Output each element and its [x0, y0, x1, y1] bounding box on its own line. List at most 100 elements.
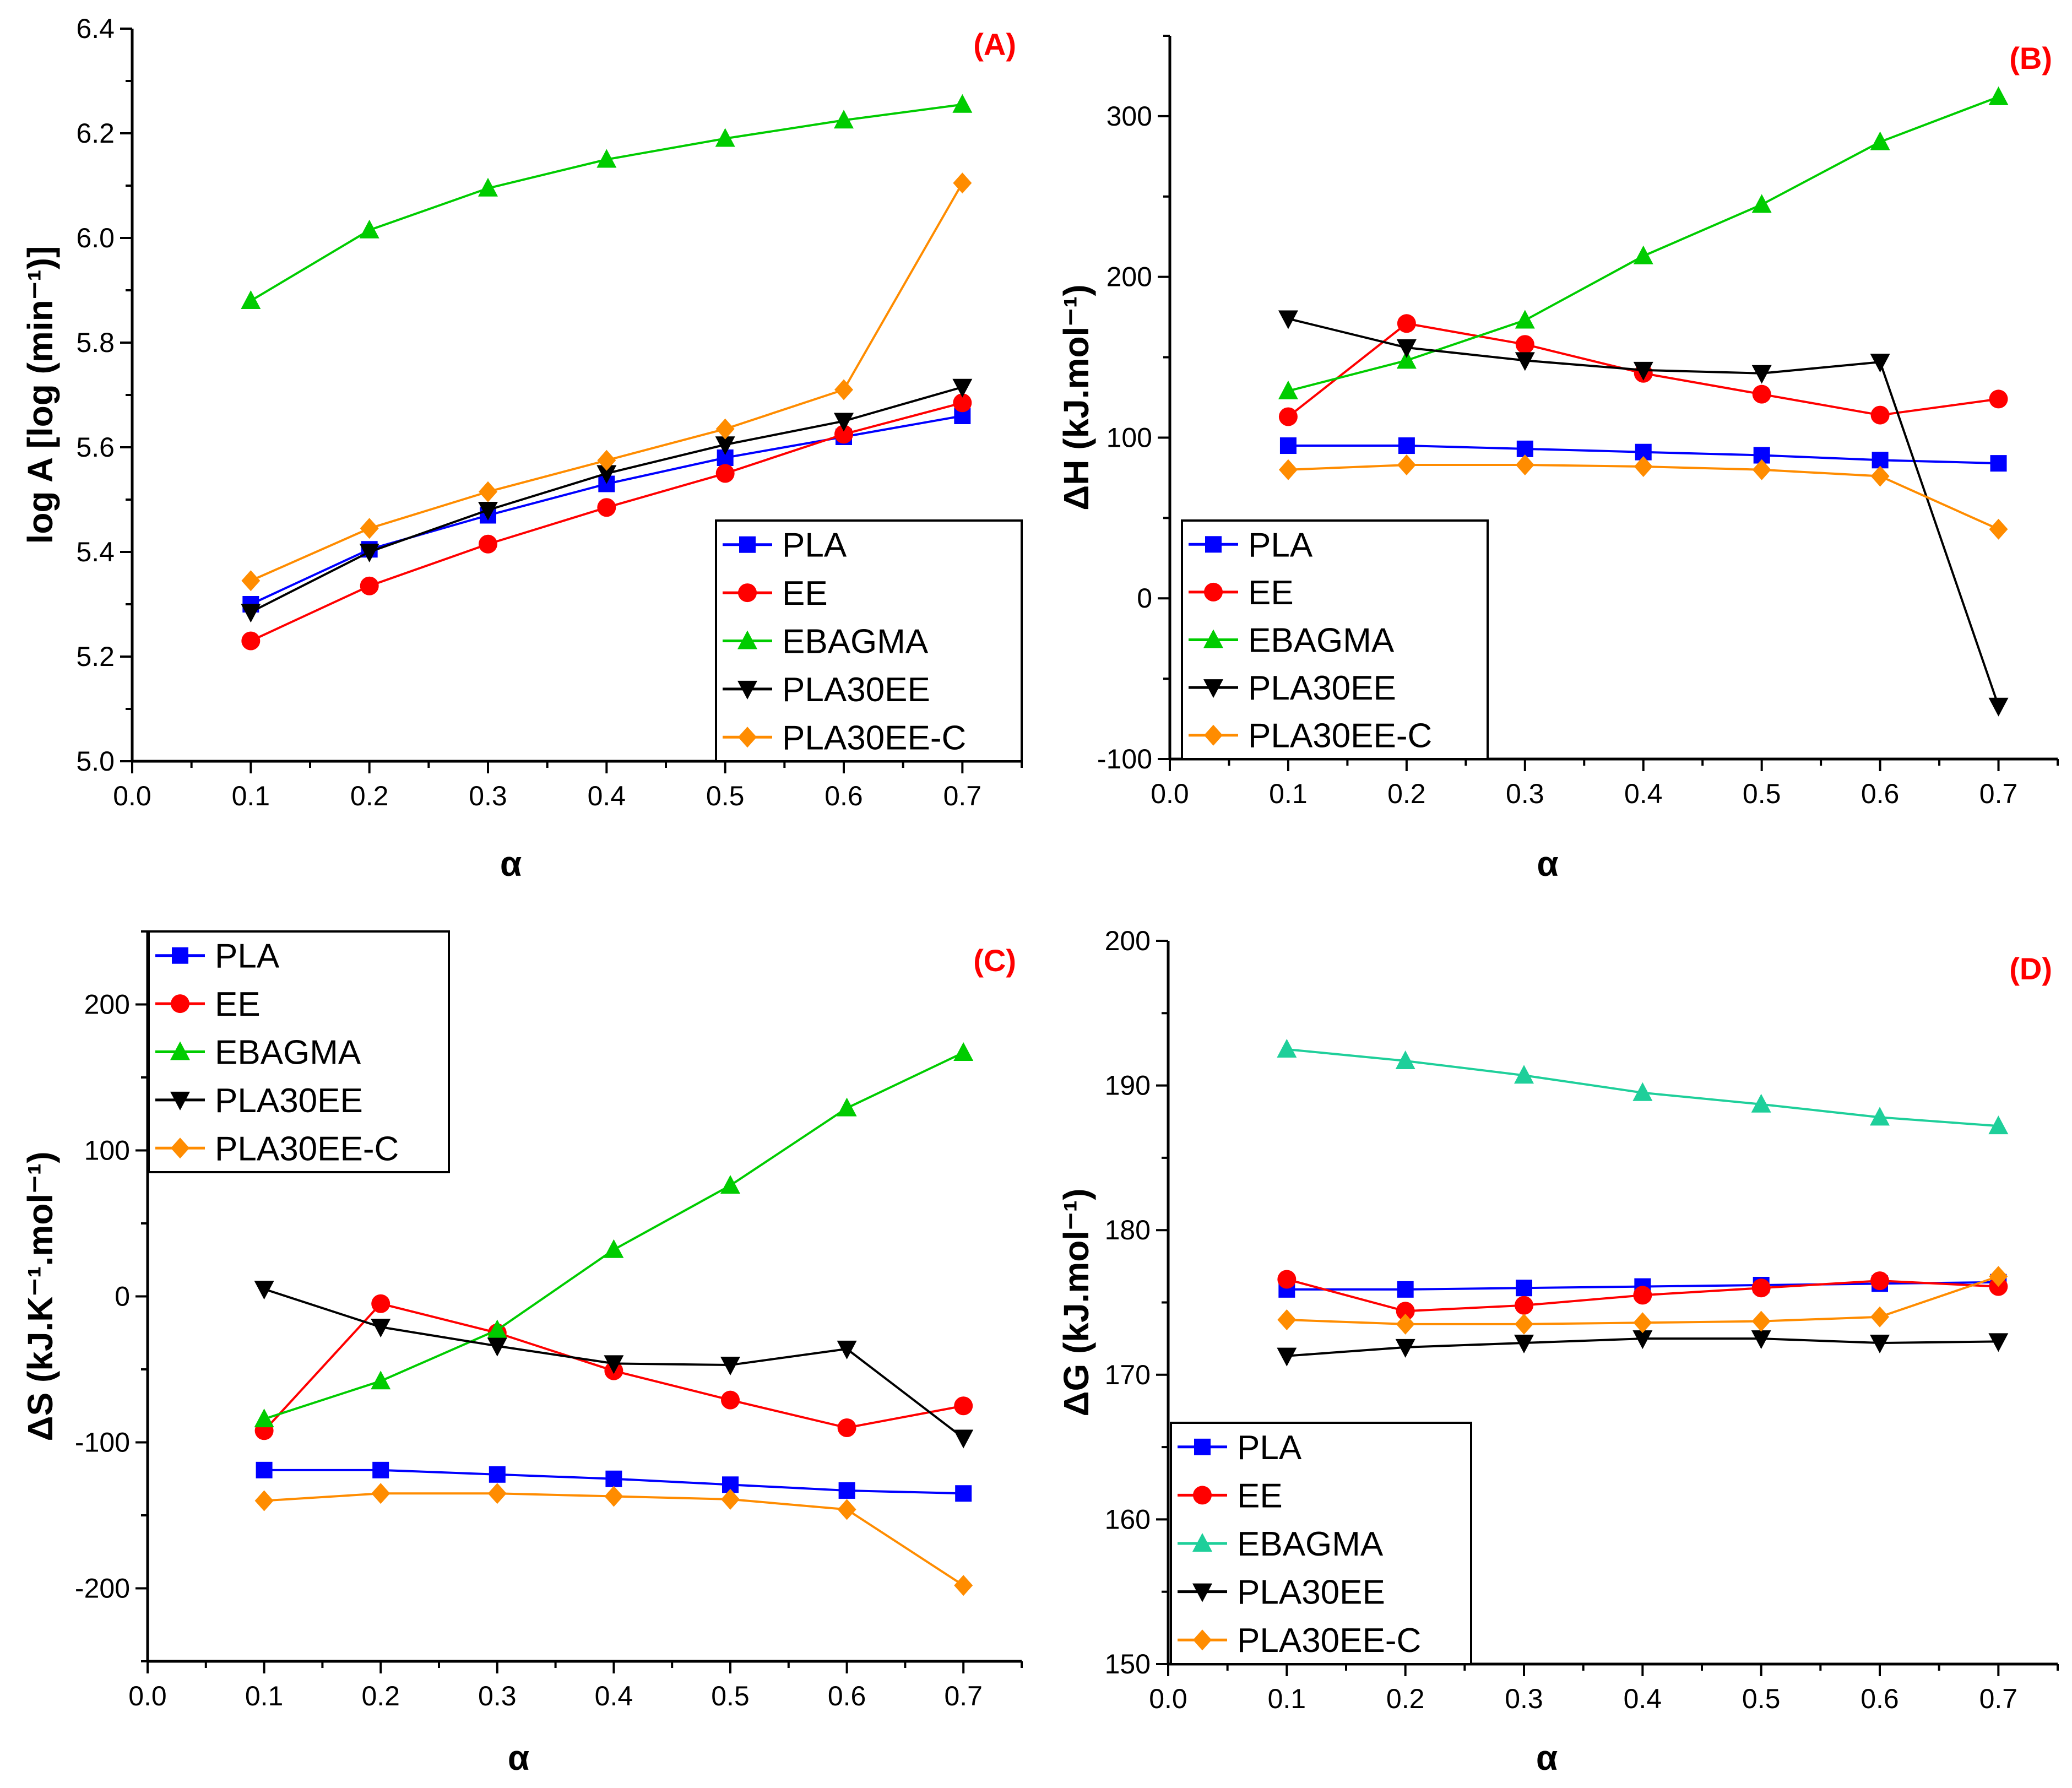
x-tick-label: 0.1: [1269, 778, 1308, 809]
data-point: [953, 172, 972, 194]
data-point: [1633, 245, 1653, 264]
series-line: [1288, 96, 1999, 392]
data-point: [1277, 1347, 1297, 1367]
data-point: [254, 1490, 274, 1511]
legend-label: PLA30EE: [1237, 1574, 1385, 1612]
x-tick-label: 0.4: [1624, 1683, 1662, 1714]
x-axis-title: α: [500, 844, 522, 884]
panel-b: 0.0 0.1 0.2 0.3 0.4 0.5 0.6 0.7 -100 0 100 200 300 α Δ…: [1036, 0, 2072, 894]
legend-marker: [170, 1091, 190, 1110]
data-point: [1633, 1286, 1652, 1305]
y-axis-title: ΔH (kJ.mol⁻¹): [1056, 284, 1096, 510]
legend-label: PLA30EE-C: [1237, 1622, 1421, 1660]
data-point: [360, 518, 379, 539]
x-tick-label: 0.6: [1861, 778, 1900, 809]
x-tick-label: 0.4: [588, 781, 626, 811]
data-point: [489, 1466, 506, 1483]
y-tick-label: 5.4: [76, 537, 115, 567]
data-point: [1395, 1339, 1415, 1358]
data-point: [1751, 1278, 1771, 1298]
x-tick-label: 0.7: [944, 1681, 983, 1711]
legend-label: PLA: [1248, 526, 1313, 564]
data-point: [1751, 1093, 1771, 1113]
data-point: [1398, 437, 1415, 454]
legend-label: EE: [782, 575, 828, 613]
data-point: [1515, 454, 1534, 476]
data-point: [1397, 314, 1416, 333]
legend-label: PLA: [1237, 1429, 1302, 1467]
data-point: [1515, 352, 1535, 371]
legend-marker: [1192, 1583, 1212, 1602]
x-tick-label: 0.7: [943, 781, 982, 811]
legend-label: PLA30EE: [782, 671, 930, 709]
data-point: [1396, 1302, 1415, 1321]
legend: PLA EE EBAGMA PLA30EE PLA30EE-C: [1181, 519, 1489, 760]
data-point: [371, 1483, 390, 1504]
panel-a: 0.0 0.1 0.2 0.3 0.4 0.5 0.6 0.7 5.0 5.2 5.4 5.6 5.8 6…: [0, 0, 1036, 894]
data-point: [953, 393, 972, 413]
data-point: [360, 576, 379, 595]
series-ebagma: [254, 1042, 974, 1428]
data-point: [604, 1355, 624, 1374]
legend-marker: [170, 1041, 190, 1060]
data-point: [1516, 1280, 1532, 1297]
x-axis-title: α: [1536, 1738, 1558, 1778]
legend-marker: [1203, 629, 1223, 648]
data-point: [1634, 456, 1653, 477]
data-point: [596, 465, 617, 484]
data-point: [241, 631, 261, 651]
data-point: [838, 1482, 855, 1499]
panel-c: 0.0 0.1 0.2 0.3 0.4 0.5 0.6 0.7 -200 -100 0 100 200 α…: [0, 894, 1036, 1788]
x-tick-label: 0.7: [1979, 778, 2018, 809]
y-tick-label: 0: [115, 1281, 130, 1312]
legend-marker: [1205, 536, 1222, 553]
data-point: [837, 1097, 857, 1117]
x-tick-label: 0.0: [113, 781, 151, 811]
data-point: [372, 1461, 389, 1478]
x-tick-label: 0.2: [1386, 1683, 1425, 1714]
legend: PLA EE EBAGMA PLA30EE PLA30EE-C: [1170, 1422, 1472, 1665]
x-tick-label: 0.7: [1979, 1683, 2018, 1714]
x-tick-label: 0.5: [706, 781, 745, 811]
data-point: [1278, 459, 1298, 480]
data-point: [1751, 365, 1772, 384]
y-tick-label: 160: [1105, 1504, 1151, 1535]
data-point: [1396, 339, 1417, 359]
data-point: [834, 413, 854, 432]
legend-label: EE: [215, 985, 261, 1023]
data-point: [478, 177, 498, 197]
x-tick-label: 0.5: [1743, 778, 1781, 809]
data-point: [1989, 389, 2008, 409]
data-point: [715, 418, 735, 440]
legend-label: EBAGMA: [215, 1034, 361, 1072]
chart-svg: 0.0 0.1 0.2 0.3 0.4 0.5 0.6 0.7 -200 -100 0 100 200 α…: [20, 930, 1023, 1778]
x-tick-label: 0.2: [361, 1681, 400, 1711]
legend-marker: [1194, 1438, 1211, 1455]
data-point: [1514, 1065, 1534, 1084]
legend-label: EBAGMA: [1248, 622, 1395, 660]
data-point: [1751, 1310, 1771, 1332]
x-tick-label: 0.4: [1624, 778, 1663, 809]
panel-label: (C): [973, 943, 1016, 978]
data-point: [1397, 1281, 1414, 1298]
data-point: [1277, 1309, 1297, 1331]
data-point: [955, 1485, 972, 1502]
data-point: [1870, 465, 1890, 487]
y-tick-label: 170: [1105, 1359, 1151, 1390]
data-point: [1752, 459, 1771, 480]
data-point: [604, 1486, 623, 1507]
data-point: [715, 464, 735, 483]
x-tick-label: 0.5: [711, 1681, 750, 1711]
data-point: [1870, 1107, 1890, 1126]
data-point: [954, 1396, 973, 1416]
legend-marker: [737, 680, 757, 700]
data-point: [479, 534, 497, 554]
y-axis-title: log A [log (min⁻¹)]: [20, 246, 60, 544]
x-tick-label: 0.1: [1268, 1683, 1306, 1714]
series-ebagma: [1277, 1038, 2009, 1135]
legend-marker: [1204, 724, 1223, 746]
y-tick-label: -100: [1097, 744, 1152, 774]
data-point: [254, 1408, 274, 1428]
y-tick-label: 200: [1106, 262, 1152, 292]
data-point: [371, 1370, 391, 1390]
